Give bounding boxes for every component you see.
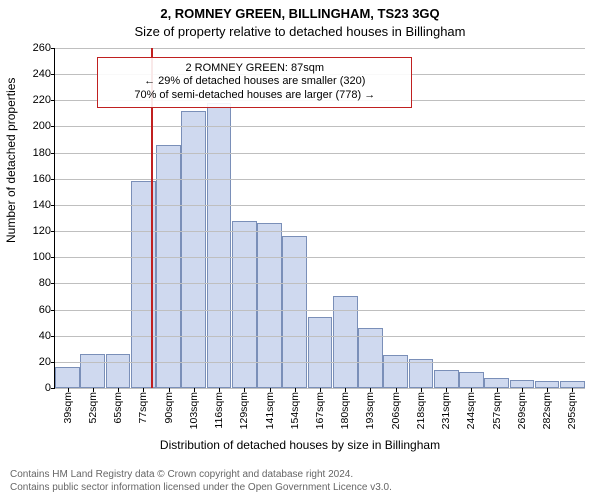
y-tick-label: 100 bbox=[33, 251, 55, 263]
y-tick-label: 220 bbox=[33, 94, 55, 106]
x-tick-label: 154sqm bbox=[289, 392, 301, 429]
x-tick-label: 141sqm bbox=[264, 392, 276, 429]
y-tick-label: 40 bbox=[39, 330, 55, 342]
y-tick-label: 80 bbox=[39, 277, 55, 289]
bar bbox=[308, 317, 333, 388]
gridline bbox=[55, 126, 585, 127]
bar bbox=[55, 367, 80, 388]
bar bbox=[207, 103, 232, 388]
bar bbox=[80, 354, 105, 388]
annotation-box: 2 ROMNEY GREEN: 87sqm← 29% of detached h… bbox=[97, 57, 412, 108]
x-tick-label: 206sqm bbox=[390, 392, 402, 429]
y-tick-label: 160 bbox=[33, 173, 55, 185]
chart-subtitle: Size of property relative to detached ho… bbox=[0, 24, 600, 39]
bar bbox=[106, 354, 131, 388]
chart-container: 2, ROMNEY GREEN, BILLINGHAM, TS23 3GQ Si… bbox=[0, 0, 600, 500]
gridline bbox=[55, 336, 585, 337]
x-tick-label: 129sqm bbox=[238, 392, 250, 429]
x-tick-label: 180sqm bbox=[339, 392, 351, 429]
x-tick-label: 244sqm bbox=[465, 392, 477, 429]
y-tick-label: 140 bbox=[33, 199, 55, 211]
gridline bbox=[55, 153, 585, 154]
y-tick-label: 200 bbox=[33, 120, 55, 132]
x-tick-label: 103sqm bbox=[188, 392, 200, 429]
gridline bbox=[55, 310, 585, 311]
footnote-line-2: Contains public sector information licen… bbox=[10, 482, 590, 495]
chart-title: 2, ROMNEY GREEN, BILLINGHAM, TS23 3GQ bbox=[0, 6, 600, 21]
x-tick-label: 39sqm bbox=[62, 392, 74, 424]
gridline bbox=[55, 257, 585, 258]
y-tick-label: 60 bbox=[39, 304, 55, 316]
x-tick-label: 193sqm bbox=[364, 392, 376, 429]
gridline bbox=[55, 179, 585, 180]
x-tick-label: 65sqm bbox=[112, 392, 124, 424]
annotation-line: 2 ROMNEY GREEN: 87sqm bbox=[106, 62, 403, 76]
bar bbox=[409, 359, 434, 388]
y-tick-label: 260 bbox=[33, 42, 55, 54]
bar bbox=[232, 221, 257, 388]
x-tick-label: 269sqm bbox=[516, 392, 528, 429]
bar bbox=[358, 328, 383, 388]
bar bbox=[257, 223, 282, 388]
x-tick-label: 218sqm bbox=[415, 392, 427, 429]
y-tick-label: 240 bbox=[33, 68, 55, 80]
bar bbox=[459, 372, 484, 388]
gridline bbox=[55, 283, 585, 284]
y-tick-label: 180 bbox=[33, 147, 55, 159]
y-tick-label: 120 bbox=[33, 225, 55, 237]
y-tick-label: 0 bbox=[45, 382, 55, 394]
gridline bbox=[55, 362, 585, 363]
bar bbox=[434, 370, 459, 388]
bar bbox=[484, 378, 509, 388]
bar bbox=[156, 145, 181, 388]
x-tick-label: 257sqm bbox=[491, 392, 503, 429]
gridline bbox=[55, 231, 585, 232]
x-axis-label: Distribution of detached houses by size … bbox=[0, 438, 600, 452]
annotation-line: 70% of semi-detached houses are larger (… bbox=[106, 89, 403, 103]
bar bbox=[383, 355, 408, 388]
x-tick-label: 77sqm bbox=[137, 392, 149, 424]
bar bbox=[510, 380, 535, 388]
x-tick-label: 52sqm bbox=[87, 392, 99, 424]
y-tick-label: 20 bbox=[39, 356, 55, 368]
x-tick-label: 167sqm bbox=[314, 392, 326, 429]
x-tick-label: 295sqm bbox=[566, 392, 578, 429]
footnote-line-1: Contains HM Land Registry data © Crown c… bbox=[10, 469, 590, 482]
x-tick-label: 282sqm bbox=[541, 392, 553, 429]
x-tick-label: 231sqm bbox=[440, 392, 452, 429]
plot-area: 02040608010012014016018020022024026039sq… bbox=[54, 48, 585, 389]
bar bbox=[282, 236, 307, 388]
x-tick-label: 116sqm bbox=[213, 392, 225, 429]
footnote: Contains HM Land Registry data © Crown c… bbox=[10, 469, 590, 494]
y-axis-label: Number of detached properties bbox=[4, 78, 18, 243]
gridline bbox=[55, 48, 585, 49]
annotation-line: ← 29% of detached houses are smaller (32… bbox=[106, 75, 403, 89]
x-tick-label: 90sqm bbox=[163, 392, 175, 424]
gridline bbox=[55, 205, 585, 206]
